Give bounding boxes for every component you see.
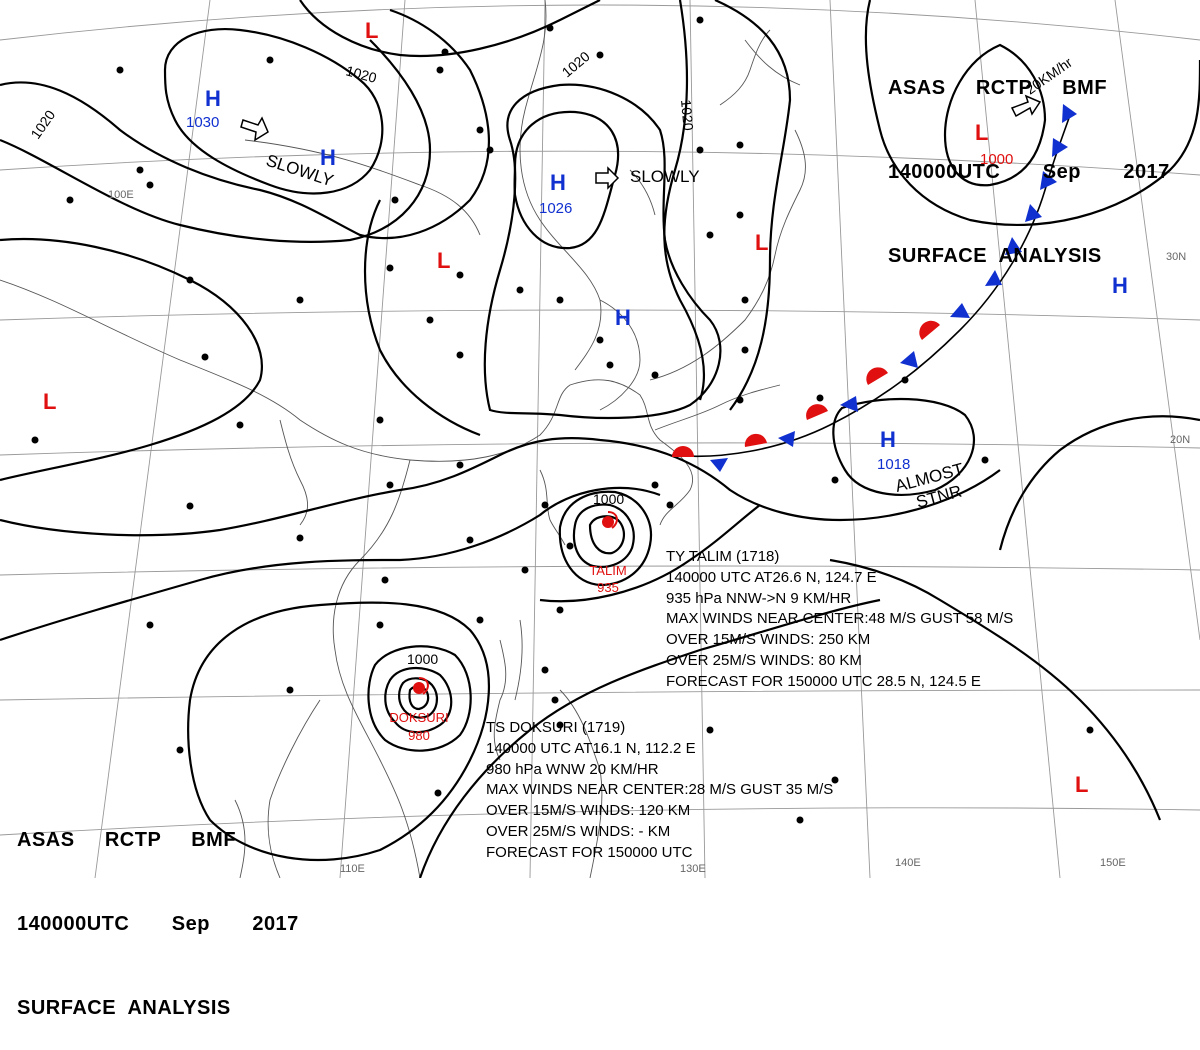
movement-label: SLOWLY [630,167,700,186]
low-pressure-marker: L [43,389,56,414]
isobar-label: 1020 [678,99,697,132]
front [671,104,1077,472]
header-line-1: ASAS RCTP BMF [17,829,237,851]
talim-line: FORECAST FOR 150000 UTC 28.5 N, 124.5 E [666,672,981,690]
storm-doksuri-bulletin: TS DOKSURI (1719) 140000 UTC AT16.1 N, 1… [486,718,833,864]
low-pressure-marker: L [975,120,988,145]
pressure-value: 1018 [877,456,910,473]
isobar-label: 1020 [559,48,593,80]
isobar-label: 1020 [27,107,58,142]
header-line-3: SURFACE ANALYSIS [17,997,231,1019]
map-header-top: ASAS RCTP BMF 140000UTC Sep 2017 SURFACE… [888,18,1170,298]
header-line-2: 140000UTC Sep 2017 [17,913,299,935]
coastlines [0,0,806,878]
isobar-label: 1020 [344,62,378,86]
storm-pressure: 935 [597,580,619,595]
motion-arrow-icon [595,166,620,190]
header-line-3: SURFACE ANALYSIS [888,245,1102,267]
header-line-2: 140000UTC Sep 2017 [888,161,1170,183]
longitude-label: 150E [1100,857,1126,869]
map-header-bottom: ASAS RCTP BMF 140000UTC Sep 2017 SURFACE… [17,770,299,1050]
warm-front-marks [672,320,940,457]
storm-pressure: 980 [408,728,430,743]
pressure-centers: H H H H H H L L L L L L [43,18,1128,797]
pressure-value: 1000 [980,151,1013,168]
cold-front-marks [710,104,1077,472]
motion-arrow-icon [1010,94,1042,118]
high-pressure-marker: H [1112,273,1128,298]
doksuri-line: OVER 15M/S WINDS: 120 KM [486,802,691,820]
talim-line: TY TALIM (1718) [666,548,780,565]
typhoon-talim-bulletin: TY TALIM (1718) 140000 UTC AT26.6 N, 124… [666,547,1013,693]
typhoon-center-icon [602,516,614,528]
high-pressure-marker: H [550,170,566,195]
storm-symbols [413,511,618,695]
longitude-label: 100E [108,189,134,201]
low-pressure-marker: L [1075,772,1088,797]
isobar-label: 1000 [407,651,438,667]
talim-line: 140000 UTC AT26.6 N, 124.7 E [666,568,877,586]
pressure-value: 1030 [186,114,219,131]
storm-labels: TALIM 935 DOKSURI 980 [389,563,626,743]
storm-name: TALIM [589,563,626,578]
pressure-values: 1030 1026 1018 1000 [186,114,1013,473]
latitude-label: 30N [1166,251,1186,263]
longitude-label: 130E [680,863,706,875]
doksuri-line: TS DOKSURI (1719) [486,719,626,736]
longitude-label: 110E [340,863,365,875]
talim-line: OVER 15M/S WINDS: 250 KM [666,631,871,649]
weather-map: 1020 1020 1020 1020 1000 1000 [0,0,1200,878]
latitude-label: 20N [1170,434,1190,446]
high-pressure-marker: H [615,305,631,330]
motion-arrow-icon [240,116,269,142]
storm-center-icon [413,682,425,694]
longitude-label: 140E [895,857,921,869]
pressure-value: 1026 [539,200,572,217]
grid-labels: 30N 20N 110E 130E 140E 150E 100E [108,189,1190,875]
storm-name: DOKSURI [389,710,448,725]
low-pressure-marker: L [365,18,378,43]
low-pressure-marker: L [437,248,450,273]
talim-line: MAX WINDS NEAR CENTER:48 M/S GUST 58 M/S [666,610,1014,628]
doksuri-line: 140000 UTC AT16.1 N, 112.2 E [486,739,696,757]
low-pressure-marker: L [755,230,768,255]
doksuri-line: 980 hPa WNW 20 KM/HR [486,760,659,778]
motion-arrows [240,94,1042,190]
doksuri-line: MAX WINDS NEAR CENTER:28 M/S GUST 35 M/S [486,781,834,799]
station-plots [31,16,1094,824]
isobars [0,0,1200,878]
isobar-label: 1000 [593,491,624,507]
high-pressure-marker: H [205,86,221,111]
high-pressure-marker: H [880,427,896,452]
talim-line: 935 hPa NNW->N 9 KM/HR [666,589,852,607]
doksuri-line: FORECAST FOR 150000 UTC [486,843,693,861]
header-line-1: ASAS RCTP BMF [888,77,1108,99]
doksuri-line: OVER 25M/S WINDS: - KM [486,822,671,840]
talim-line: OVER 25M/S WINDS: 80 KM [666,651,862,669]
high-pressure-marker: H [320,145,336,170]
